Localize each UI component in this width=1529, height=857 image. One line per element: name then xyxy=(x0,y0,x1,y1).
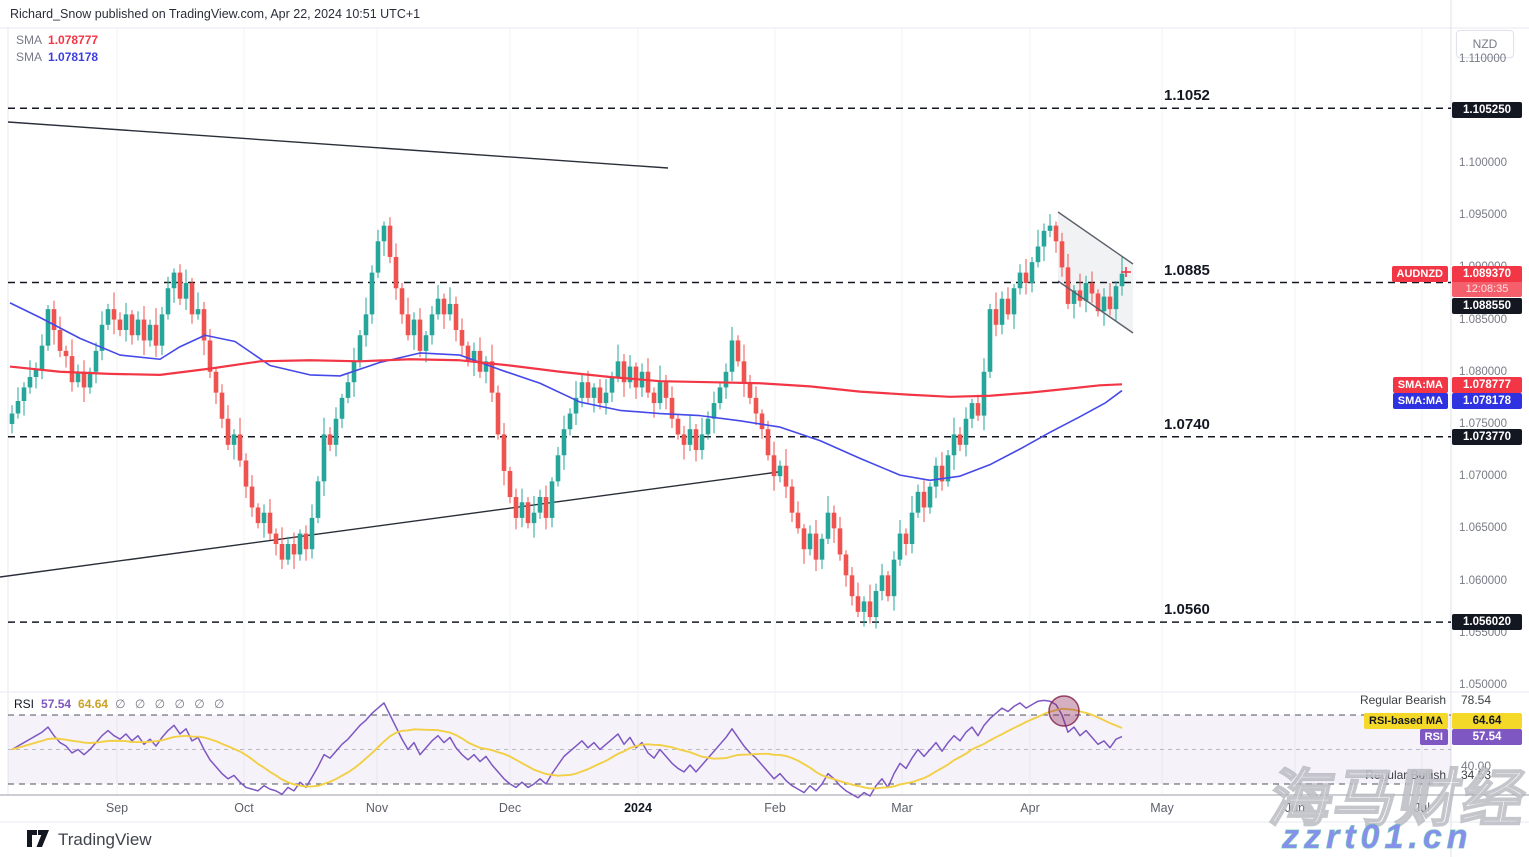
level-label-1.1052: 1.1052 xyxy=(1164,87,1210,105)
sma-blue-tag: SMA:MA xyxy=(1392,393,1448,409)
rsi-ma-legend-value: 64.64 xyxy=(78,697,109,711)
level-label-1.0885: 1.0885 xyxy=(1164,261,1210,279)
time-scale[interactable] xyxy=(0,796,1451,822)
time-axis-Apr[interactable]: Apr xyxy=(1020,801,1040,815)
sma-slow-value: 1.078178 xyxy=(48,50,99,64)
sma-legend-row-1[interactable]: SMA 1.078777 xyxy=(16,33,98,47)
sma-label: SMA xyxy=(16,33,43,47)
sma-fast-value: 1.078777 xyxy=(48,33,99,47)
bar-countdown: 12:08:35 xyxy=(1452,282,1522,297)
regular-bearish-label: Regular Bearish xyxy=(1359,693,1446,707)
publication-title: Richard_Snow published on TradingView.co… xyxy=(10,7,421,21)
tradingview-logo-text: TradingView xyxy=(58,830,152,849)
sma-red-tag: SMA:MA xyxy=(1392,377,1448,393)
tradingview-attribution[interactable]: TradingView xyxy=(27,830,152,850)
regular-bullish-label-value: 34.53 xyxy=(1461,768,1492,782)
last-price-value: 1.089370 xyxy=(1452,266,1522,282)
level-badge-1105250: 1.105250 xyxy=(1452,102,1522,118)
currency-toggle-button[interactable]: NZD xyxy=(1456,30,1514,58)
price-axis-tick: 1.075000 xyxy=(1459,417,1507,430)
sma-legend-row-2[interactable]: SMA 1.078178 xyxy=(16,50,98,64)
regular-bearish-label-value: 78.54 xyxy=(1461,693,1492,707)
tradingview-logo-icon xyxy=(27,830,49,847)
time-axis-Oct[interactable]: Oct xyxy=(234,801,254,815)
sma-red-value-badge: 1.078777 xyxy=(1452,377,1522,393)
price-axis-tick: 1.095000 xyxy=(1459,209,1507,222)
price-axis-tick: 1.060000 xyxy=(1459,574,1507,587)
rsi-tag: RSI xyxy=(1419,729,1448,745)
price-axis-tick: 1.110000 xyxy=(1459,52,1507,65)
rsi-hidden-params: ∅ ∅ ∅ ∅ ∅ ∅ xyxy=(115,697,228,711)
level-label-1.0740: 1.0740 xyxy=(1164,415,1210,433)
rsi-legend-label: RSI xyxy=(14,697,35,711)
time-axis-Jul[interactable]: Jul xyxy=(1414,801,1430,815)
rsi-indicator-legend[interactable]: RSI 57.54 64.64 ∅ ∅ ∅ ∅ ∅ ∅ xyxy=(14,697,227,711)
price-axis-tick: 1.065000 xyxy=(1459,522,1507,535)
level-badge-1056020: 1.056020 xyxy=(1452,614,1522,630)
time-axis-May[interactable]: May xyxy=(1150,801,1174,815)
sma-label: SMA xyxy=(16,50,43,64)
rsi-ma-tag: RSI-based MA xyxy=(1364,713,1448,729)
time-axis-Dec[interactable]: Dec xyxy=(498,801,522,815)
time-axis-Jun[interactable]: Jun xyxy=(1284,801,1306,815)
price-axis-tick: 1.050000 xyxy=(1459,678,1507,691)
time-axis-2024[interactable]: 2024 xyxy=(624,801,652,815)
level-badge-1088550: 1.088550 xyxy=(1452,298,1522,314)
last-price-badge: 1.089370 12:08:35 xyxy=(1452,266,1522,297)
level-badge-1073770: 1.073770 xyxy=(1452,429,1522,445)
regular-bullish-label: Regular Bullish xyxy=(1365,768,1446,782)
rsi-value-badge: 57.54 xyxy=(1452,729,1522,745)
watermark-url: zzrt01.cn xyxy=(1282,818,1473,857)
price-axis-tick: 1.080000 xyxy=(1459,365,1507,378)
price-axis-tick: 1.085000 xyxy=(1459,313,1507,326)
rsi-ma-value-badge: 64.64 xyxy=(1452,713,1522,729)
time-axis-Sep[interactable]: Sep xyxy=(105,801,129,815)
currency-label: NZD xyxy=(1472,37,1498,51)
time-axis-Feb[interactable]: Feb xyxy=(764,801,786,815)
level-label-1.0560: 1.0560 xyxy=(1164,601,1210,619)
price-scale[interactable] xyxy=(1451,28,1529,795)
rsi-legend-value: 57.54 xyxy=(41,697,72,711)
price-axis-tick: 1.100000 xyxy=(1459,157,1507,169)
price-axis-tick: 1.070000 xyxy=(1459,470,1507,483)
time-axis-Mar[interactable]: Mar xyxy=(891,801,913,815)
rsi-40-level-value: 40.00 xyxy=(1461,759,1492,773)
time-axis-Nov[interactable]: Nov xyxy=(365,801,389,815)
sma-blue-value-badge: 1.078178 xyxy=(1452,393,1522,409)
symbol-tag: AUDNZD xyxy=(1391,266,1448,282)
